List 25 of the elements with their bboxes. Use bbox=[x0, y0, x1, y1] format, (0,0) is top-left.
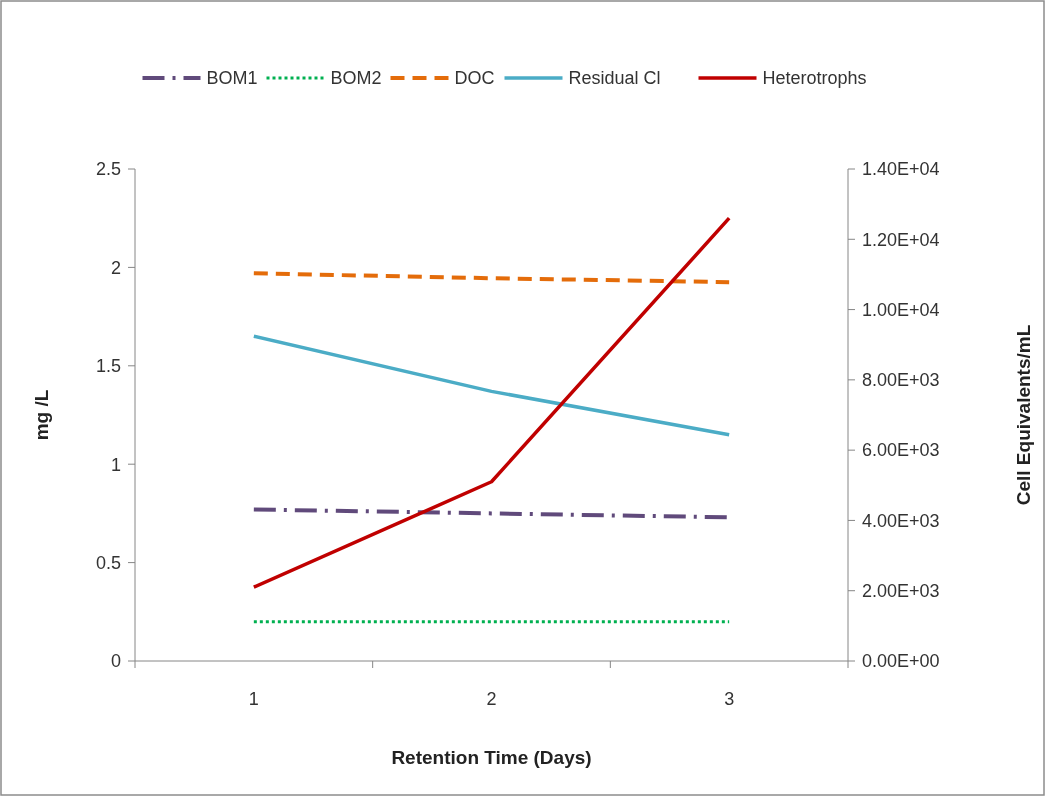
legend-label: Heterotrophs bbox=[762, 68, 867, 89]
y-axis-title: mg /L bbox=[31, 389, 52, 441]
x-tick-label: 1 bbox=[248, 689, 259, 709]
y-tick-label: 0.5 bbox=[95, 552, 121, 573]
x-tick-label: 3 bbox=[724, 689, 735, 709]
y-tick-label: 1 bbox=[110, 454, 121, 475]
legend-label: Residual Cl bbox=[568, 68, 661, 89]
x-tick-label: 2 bbox=[486, 689, 497, 709]
legend-label: DOC bbox=[454, 68, 495, 89]
y2-tick-label: 8.00E+03 bbox=[862, 370, 940, 391]
y2-tick-label: 6.00E+03 bbox=[862, 440, 940, 461]
x-axis-title: Retention Time (Days) bbox=[391, 747, 592, 768]
y-tick-label: 2 bbox=[110, 257, 121, 278]
y2-tick-label: 4.00E+03 bbox=[862, 510, 940, 531]
y2-tick-label: 0.00E+00 bbox=[862, 651, 940, 672]
y2-tick-label: 2.00E+03 bbox=[862, 581, 940, 602]
y2-tick-label: 1.20E+04 bbox=[862, 229, 940, 250]
legend-label: BOM2 bbox=[330, 68, 382, 89]
y2-axis-title: Cell Equivalents/mL bbox=[1013, 324, 1034, 506]
legend-label: BOM1 bbox=[206, 68, 258, 89]
y-tick-label: 1.5 bbox=[95, 356, 121, 377]
y-tick-label: 2.5 bbox=[95, 159, 121, 180]
y-tick-label: 0 bbox=[110, 651, 121, 672]
y2-tick-label: 1.40E+04 bbox=[862, 159, 940, 180]
y2-tick-label: 1.00E+04 bbox=[862, 299, 940, 320]
